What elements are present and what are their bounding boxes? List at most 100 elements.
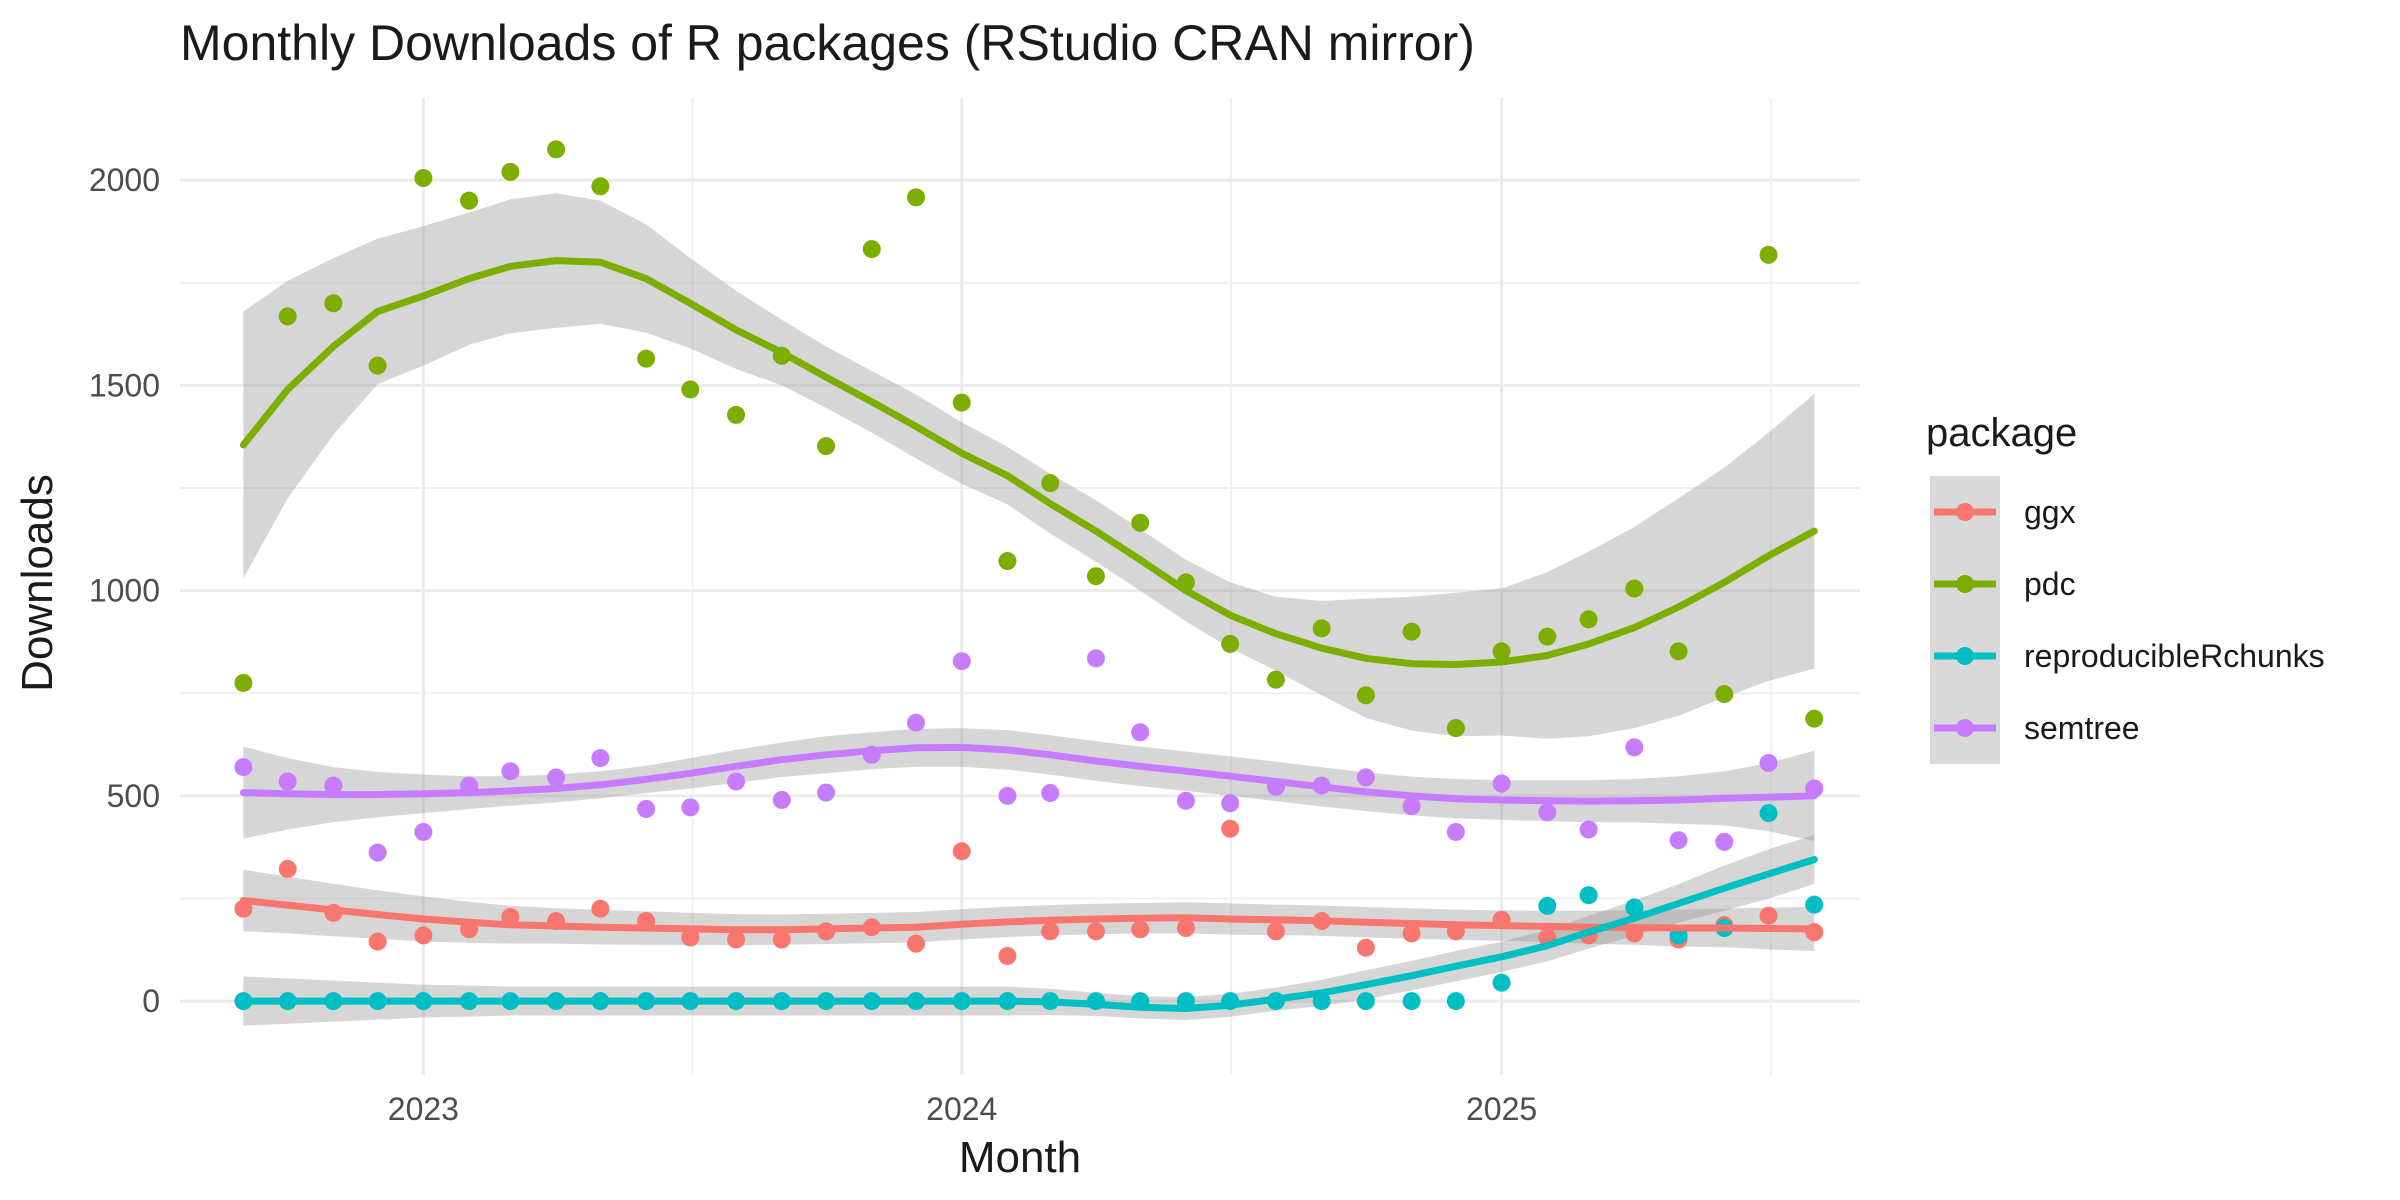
- y-tick-label: 1500: [89, 367, 160, 403]
- legend-key-point: [1956, 719, 1974, 737]
- confidence-band-reproducibleRchunks: [243, 834, 1815, 1026]
- point-semtree: [1176, 791, 1195, 810]
- point-semtree: [1131, 723, 1150, 742]
- point-semtree: [1759, 754, 1778, 773]
- point-pdc: [1131, 513, 1150, 532]
- point-semtree: [1625, 738, 1644, 757]
- point-semtree: [1669, 831, 1688, 850]
- point-ggx: [907, 934, 926, 953]
- legend-item-semtree: semtree: [1930, 692, 2140, 764]
- point-semtree: [414, 822, 433, 841]
- y-tick-label: 1000: [89, 573, 160, 609]
- point-semtree: [547, 768, 566, 787]
- point-semtree: [998, 786, 1017, 805]
- point-semtree: [278, 772, 297, 791]
- point-ggx: [1041, 922, 1060, 941]
- plot-grid: [180, 98, 1860, 1075]
- point-pdc: [1805, 709, 1824, 728]
- confidence-band-pdc: [243, 193, 1815, 739]
- point-reproducibleRchunks: [1492, 973, 1511, 992]
- point-pdc: [1356, 686, 1375, 705]
- legend: package ggx pdc reproducibleRchunks semtree: [1926, 411, 2325, 764]
- point-semtree: [324, 776, 343, 795]
- legend-title: package: [1926, 411, 2077, 455]
- point-pdc: [278, 307, 297, 326]
- legend-item-pdc: pdc: [1930, 548, 2076, 620]
- point-ggx: [1086, 922, 1105, 941]
- point-semtree: [234, 758, 253, 777]
- legend-key-point: [1956, 575, 1974, 593]
- point-pdc: [501, 162, 520, 181]
- point-semtree: [727, 772, 746, 791]
- point-pdc: [1625, 579, 1644, 598]
- point-ggx: [1266, 922, 1285, 941]
- point-semtree: [1402, 797, 1421, 816]
- point-pdc: [460, 191, 479, 210]
- point-semtree: [501, 762, 520, 781]
- legend-item-ggx: ggx: [1930, 476, 2076, 548]
- x-tick-label: 2023: [388, 1091, 459, 1127]
- legend-label: reproducibleRchunks: [2024, 638, 2325, 674]
- point-pdc: [1221, 634, 1240, 653]
- point-ggx: [1176, 919, 1195, 938]
- smooth-line-pdc: [239, 257, 1818, 668]
- point-semtree: [772, 790, 791, 809]
- point-ggx: [1221, 819, 1240, 838]
- point-reproducibleRchunks: [1402, 992, 1421, 1011]
- point-reproducibleRchunks: [1538, 896, 1557, 915]
- point-semtree: [817, 783, 836, 802]
- point-pdc: [998, 552, 1017, 571]
- point-pdc: [1492, 642, 1511, 661]
- point-pdc: [817, 437, 836, 456]
- point-reproducibleRchunks: [1356, 992, 1375, 1011]
- point-pdc: [1446, 719, 1465, 738]
- point-pdc: [368, 356, 387, 375]
- point-pdc: [681, 380, 700, 399]
- point-semtree: [1579, 820, 1598, 839]
- point-semtree: [1221, 794, 1240, 813]
- point-ggx: [681, 928, 700, 947]
- point-pdc: [637, 349, 656, 368]
- legend-key-point: [1956, 503, 1974, 521]
- smooth-line-reproducibleRchunks: [239, 856, 1818, 1012]
- point-reproducibleRchunks: [1759, 804, 1778, 823]
- point-reproducibleRchunks: [1805, 895, 1824, 914]
- point-pdc: [547, 140, 566, 159]
- point-ggx: [727, 930, 746, 949]
- point-ggx: [1759, 906, 1778, 925]
- point-pdc: [952, 393, 971, 412]
- point-ggx: [591, 899, 610, 918]
- point-semtree: [1538, 803, 1557, 822]
- point-pdc: [1312, 619, 1331, 638]
- point-reproducibleRchunks: [1625, 898, 1644, 917]
- point-semtree: [1356, 768, 1375, 787]
- point-pdc: [1759, 245, 1778, 264]
- point-pdc: [1086, 567, 1105, 586]
- legend-item-reproducibleRchunks: reproducibleRchunks: [1930, 620, 2325, 692]
- point-semtree: [637, 799, 656, 818]
- point-ggx: [278, 859, 297, 878]
- chart-title: Monthly Downloads of R packages (RStudio…: [180, 15, 1475, 71]
- point-pdc: [414, 169, 433, 188]
- point-reproducibleRchunks: [1446, 992, 1465, 1011]
- point-pdc: [862, 240, 881, 259]
- point-semtree: [1086, 649, 1105, 668]
- y-axis-title: Downloads: [13, 474, 62, 692]
- x-axis-title: Month: [959, 1133, 1081, 1182]
- point-ggx: [1402, 924, 1421, 943]
- point-pdc: [591, 177, 610, 196]
- point-semtree: [1492, 774, 1511, 793]
- point-ggx: [998, 946, 1017, 965]
- point-pdc: [1579, 610, 1598, 629]
- y-axis-ticks: 0 500 1000 1500 2000: [89, 162, 160, 1019]
- point-ggx: [772, 930, 791, 949]
- legend-label: pdc: [2024, 566, 2076, 602]
- point-pdc: [1266, 670, 1285, 689]
- point-ggx: [952, 842, 971, 861]
- point-ggx: [414, 926, 433, 945]
- y-tick-label: 2000: [89, 162, 160, 198]
- point-semtree: [368, 843, 387, 862]
- point-semtree: [681, 798, 700, 817]
- legend-label: semtree: [2024, 710, 2140, 746]
- y-tick-label: 0: [142, 983, 160, 1019]
